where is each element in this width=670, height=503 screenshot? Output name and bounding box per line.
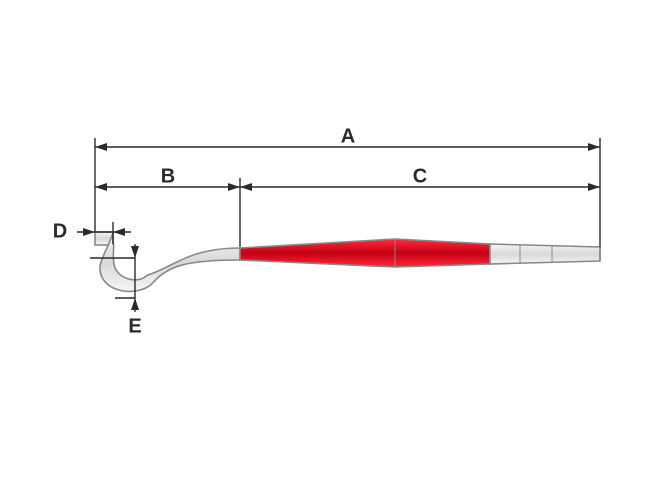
- arrowhead: [228, 183, 240, 191]
- arrowhead: [588, 143, 600, 151]
- expansion-chamber: [240, 239, 490, 267]
- arrowhead: [240, 183, 252, 191]
- technical-drawing: A B C D E: [0, 0, 670, 503]
- arrowhead: [95, 143, 107, 151]
- arrowhead: [83, 228, 95, 236]
- arrowhead: [588, 183, 600, 191]
- arrowhead: [131, 298, 139, 310]
- dimensions: A B C D E: [53, 125, 600, 337]
- silencer: [490, 244, 600, 264]
- dim-label-e: E: [128, 315, 141, 337]
- dim-label-c: C: [413, 165, 427, 187]
- arrowhead: [131, 246, 139, 258]
- dim-label-b: B: [161, 165, 175, 187]
- part: [95, 232, 600, 291]
- header-pipe: [100, 233, 240, 291]
- arrowhead: [95, 183, 107, 191]
- dim-label-a: A: [341, 125, 355, 147]
- dim-label-d: D: [53, 220, 67, 242]
- arrowhead: [113, 228, 125, 236]
